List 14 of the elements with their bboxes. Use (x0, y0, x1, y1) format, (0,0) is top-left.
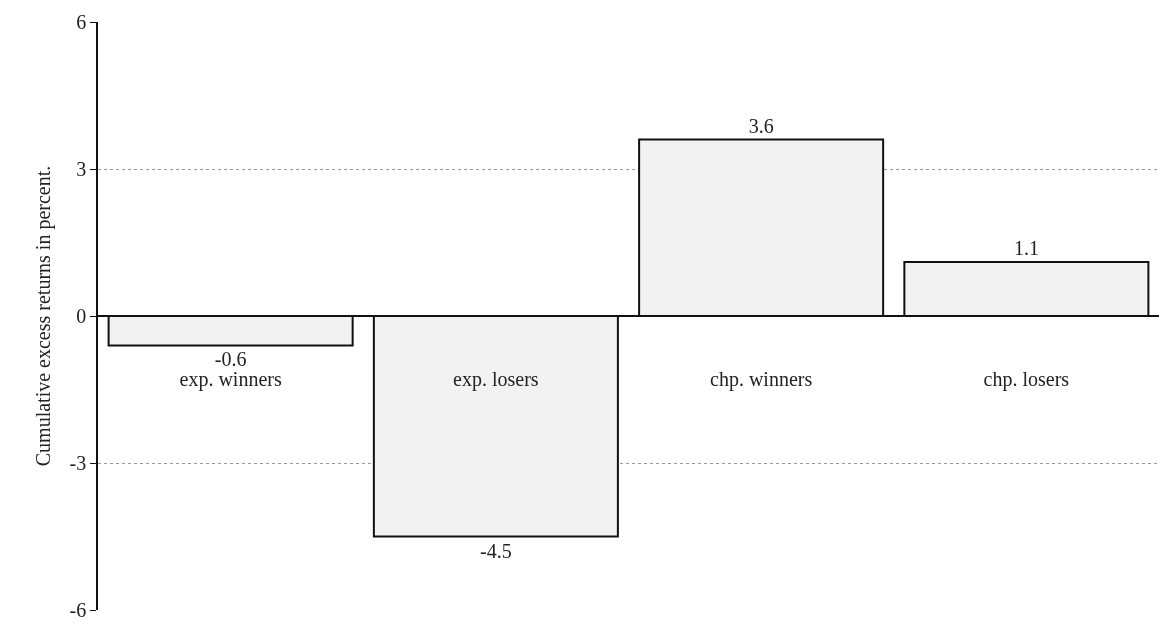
data-label: 1.1 (1013, 237, 1039, 260)
x-tick-label: exp. winners (179, 368, 282, 391)
y-tick-label: -6 (69, 599, 87, 621)
x-tick-label: chp. winners (710, 368, 813, 391)
data-label: -4.5 (480, 539, 512, 562)
x-tick-label: chp. losers (983, 368, 1070, 391)
y-tick-label: 3 (76, 158, 87, 180)
y-tick-label: -3 (69, 452, 87, 474)
y-tick-label: 0 (76, 305, 87, 327)
x-tick-label: exp. losers (453, 368, 539, 391)
data-label: 3.6 (748, 114, 774, 137)
data-label: -0.6 (214, 348, 247, 371)
y-tick-label: 6 (76, 11, 87, 33)
y-axis-title: Cumulative excess returns in percent. (31, 165, 55, 467)
